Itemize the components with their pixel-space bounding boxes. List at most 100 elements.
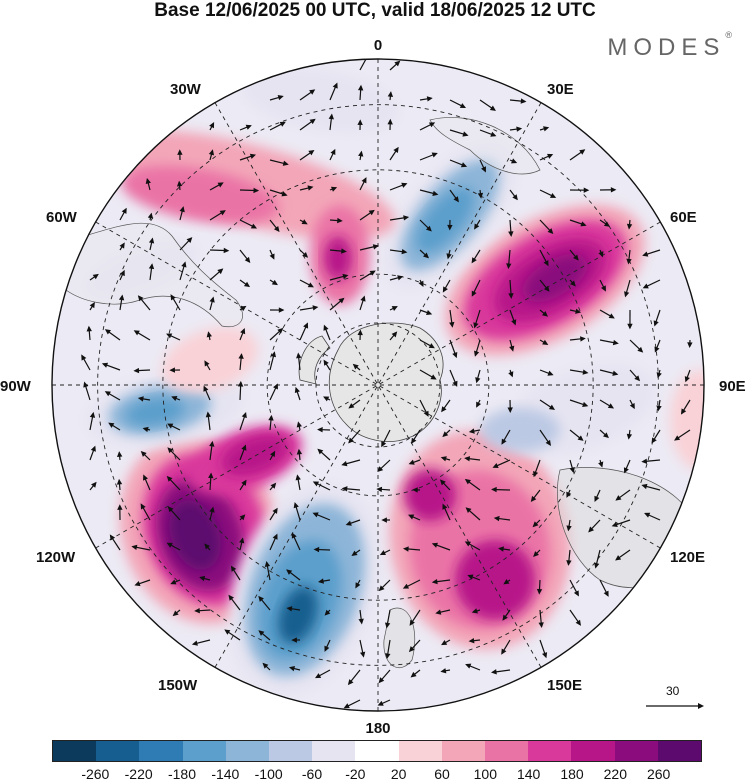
wind-arrow bbox=[341, 486, 361, 492]
wind-arrow bbox=[419, 152, 438, 161]
wind-arrow bbox=[314, 669, 331, 679]
wind-arrow bbox=[317, 427, 331, 433]
wind-arrow bbox=[599, 369, 619, 376]
negative-anomaly bbox=[241, 67, 399, 133]
wind-arrow bbox=[644, 512, 661, 521]
positive-anomaly bbox=[404, 469, 456, 521]
wind-arrow bbox=[381, 517, 391, 523]
south-america bbox=[65, 222, 243, 328]
wind-arrow bbox=[539, 126, 550, 132]
colorbar-swatch bbox=[96, 741, 140, 761]
wind-arrow bbox=[599, 219, 611, 227]
wind-arrow bbox=[355, 579, 361, 589]
wind-arrow bbox=[323, 324, 331, 341]
wind-arrow bbox=[408, 459, 421, 465]
wind-arrow bbox=[269, 533, 278, 551]
positive-anomaly bbox=[121, 165, 279, 225]
wind-arrow bbox=[89, 302, 95, 311]
wind-arrow bbox=[501, 429, 511, 445]
wind-arrow bbox=[389, 331, 398, 341]
wind-arrow bbox=[269, 249, 275, 260]
wind-arrow bbox=[299, 89, 316, 101]
wind-arrow bbox=[389, 182, 408, 191]
wind-arrow bbox=[408, 639, 421, 653]
wind-arrow bbox=[476, 399, 482, 408]
lon-label-0: 0 bbox=[374, 37, 382, 54]
positive-anomaly bbox=[522, 254, 588, 302]
wind-arrow bbox=[419, 96, 433, 102]
wind-arrow bbox=[269, 189, 288, 197]
wind-arrow bbox=[389, 146, 399, 161]
wind-arrow bbox=[230, 565, 241, 581]
wind-arrow bbox=[503, 579, 511, 585]
wind-arrow bbox=[449, 99, 467, 109]
wind-arrow bbox=[409, 609, 421, 626]
wind-arrow bbox=[143, 474, 151, 491]
colorbar-tick-label: 220 bbox=[603, 766, 628, 782]
positive-anomaly bbox=[455, 540, 535, 620]
colorbar-swatch bbox=[571, 741, 615, 761]
wind-arrow bbox=[358, 609, 364, 625]
wind-arrow bbox=[148, 237, 155, 251]
colorbar-tick-label: 260 bbox=[646, 766, 671, 782]
wind-arrow bbox=[598, 459, 604, 468]
wind-arrow bbox=[208, 149, 215, 161]
positive-anomaly bbox=[161, 327, 259, 393]
wind-arrow bbox=[441, 399, 451, 413]
wind-arrow bbox=[569, 369, 589, 375]
wind-arrow bbox=[108, 422, 121, 431]
negative-anomaly bbox=[415, 187, 475, 253]
wind-arrow bbox=[479, 99, 496, 111]
wind-arrow bbox=[239, 444, 247, 461]
wind-arrow bbox=[419, 309, 433, 316]
wind-arrow bbox=[465, 507, 481, 521]
wind-arrow bbox=[348, 429, 361, 444]
wind-arrow bbox=[431, 542, 451, 551]
latitude-circle bbox=[162, 169, 594, 601]
wind-arrow bbox=[81, 354, 91, 371]
wind-arrow bbox=[199, 575, 211, 582]
wind-arrow bbox=[509, 339, 515, 352]
wind-arrow bbox=[262, 662, 271, 671]
wind-arrow bbox=[359, 209, 375, 221]
wind-arrow bbox=[170, 579, 181, 585]
wind-arrow bbox=[169, 367, 181, 373]
wind-arrow bbox=[533, 549, 541, 557]
wind-arrow bbox=[329, 148, 336, 161]
wind-arrow bbox=[140, 451, 151, 461]
wind-arrow bbox=[624, 279, 631, 298]
wind-arrow bbox=[389, 215, 410, 221]
wind-arrow bbox=[324, 639, 331, 652]
wind-arrow bbox=[501, 639, 511, 655]
colorbar-tick-label: -180 bbox=[167, 766, 197, 782]
wind-arrow bbox=[539, 279, 550, 292]
wind-arrow bbox=[286, 569, 301, 581]
wind-arrow bbox=[286, 606, 301, 612]
colorbar-swatch bbox=[53, 741, 97, 761]
wind-arrow bbox=[471, 249, 481, 264]
wind-arrow bbox=[538, 609, 544, 628]
colorbar-swatch bbox=[485, 741, 529, 761]
wind-arrow bbox=[299, 305, 319, 311]
wind-arrow bbox=[341, 459, 361, 467]
wind-arrow bbox=[509, 309, 517, 326]
wind-arrow bbox=[329, 217, 343, 224]
wind-arrow bbox=[264, 560, 271, 581]
colorbar-swatch bbox=[657, 741, 702, 761]
wind-arrow bbox=[599, 579, 609, 597]
wind-arrow bbox=[137, 396, 151, 402]
wind-arrow bbox=[239, 279, 251, 288]
colorbar-tick-label: -140 bbox=[211, 766, 240, 782]
wind-arrow bbox=[539, 153, 554, 161]
wind-arrow bbox=[408, 514, 421, 521]
wind-arrow bbox=[389, 248, 408, 255]
wind-arrow bbox=[258, 595, 271, 611]
new-zealand bbox=[383, 607, 416, 669]
wind-arrow bbox=[118, 294, 125, 311]
wind-arrow bbox=[239, 219, 258, 229]
wind-arrow bbox=[419, 122, 436, 131]
wind-arrow bbox=[329, 248, 347, 254]
wind-arrow bbox=[237, 380, 244, 401]
wind-arrow bbox=[116, 451, 123, 461]
wind-arrow bbox=[449, 129, 469, 137]
